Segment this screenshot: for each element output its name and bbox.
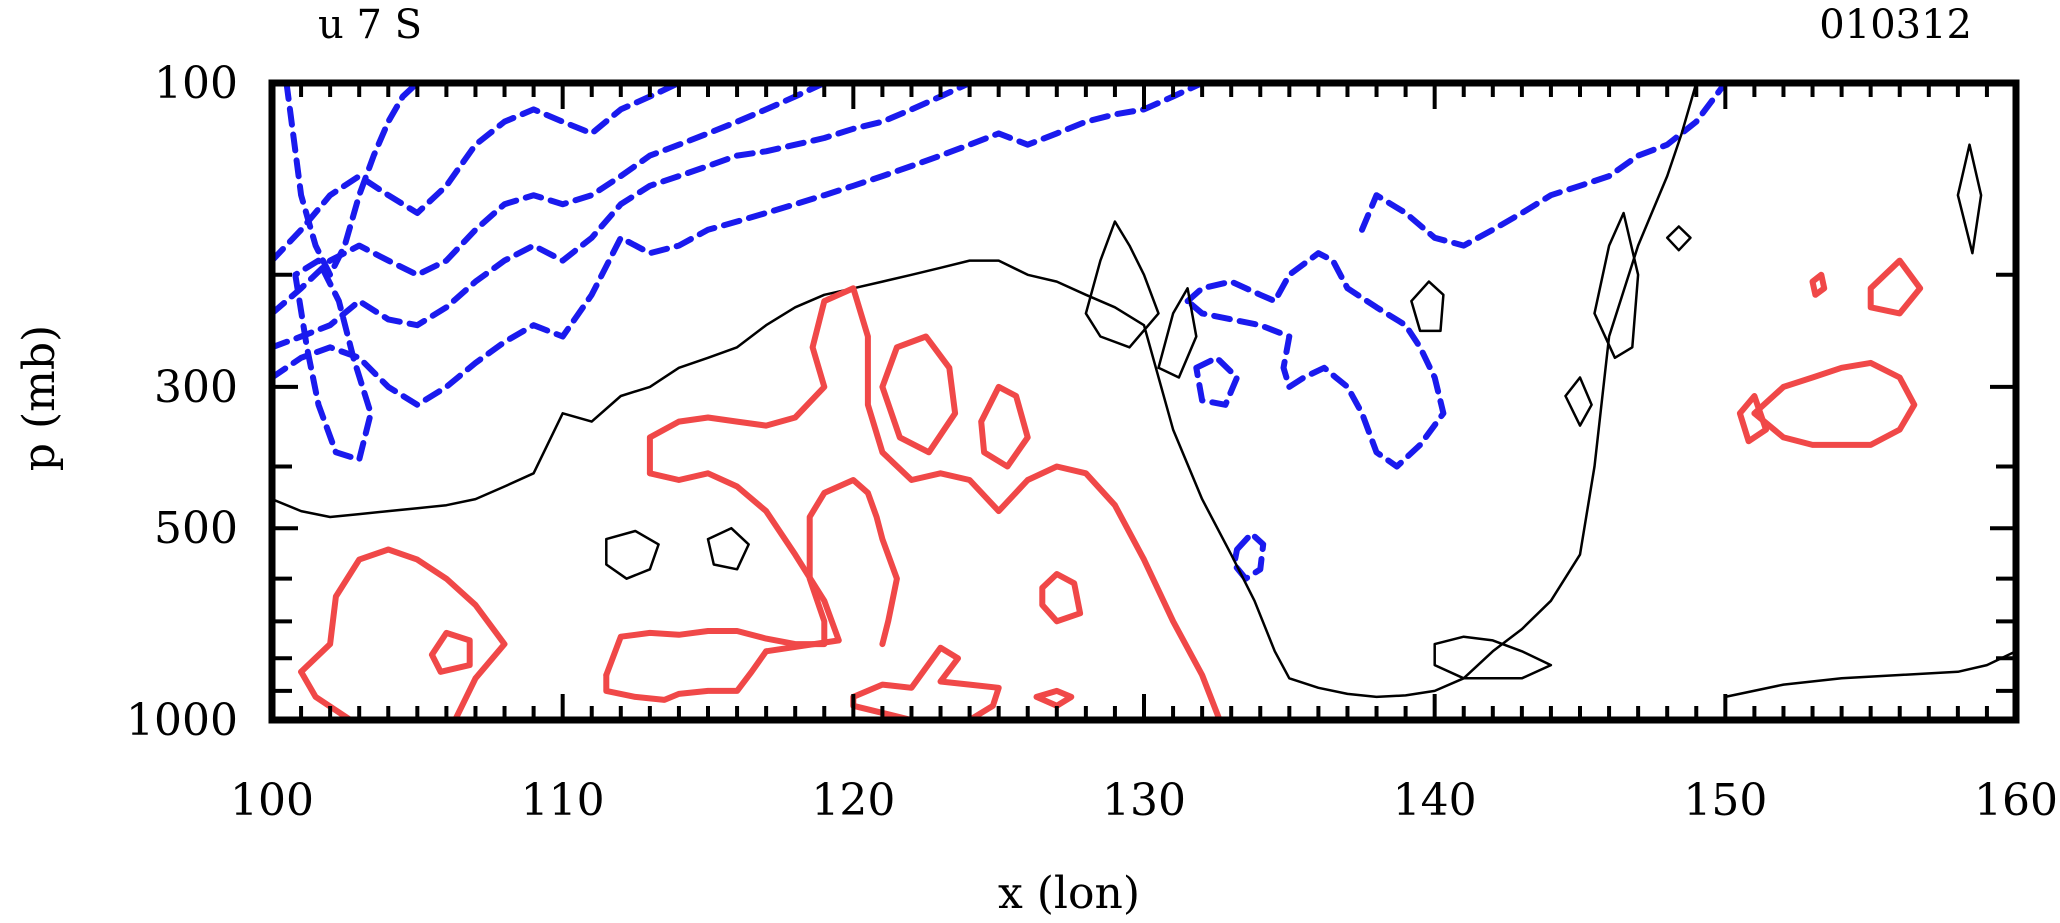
positive-contour-10 xyxy=(850,644,1002,720)
y-tick-label-100: 100 xyxy=(154,58,238,109)
y-tick-label-500: 500 xyxy=(154,503,238,554)
zero-contour-2 xyxy=(1084,220,1160,349)
zero-contour-11 xyxy=(1665,225,1692,252)
negative-contour-9 xyxy=(1193,354,1240,408)
x-tick-label-140: 140 xyxy=(1393,775,1477,826)
x-axis-label: x (lon) xyxy=(998,868,1140,919)
positive-contour-15 xyxy=(1867,257,1924,317)
zero-contour-5 xyxy=(706,526,750,571)
positive-contour-13 xyxy=(1751,359,1918,448)
x-tick-label-100: 100 xyxy=(230,775,314,826)
negative-contour-3 xyxy=(272,83,828,317)
zero-contour-7 xyxy=(1433,635,1553,680)
x-tick-label-160: 160 xyxy=(1974,775,2058,826)
positive-contour-6 xyxy=(646,285,1223,720)
x-tick-label-110: 110 xyxy=(521,775,605,826)
zero-contour-9 xyxy=(1564,376,1593,427)
positive-contour-11 xyxy=(1039,571,1084,625)
contour-lines xyxy=(272,83,2016,720)
date-label: 010312 xyxy=(1819,2,1972,48)
negative-contour-8 xyxy=(1359,83,1729,249)
x-tick-label-130: 130 xyxy=(1102,775,1186,826)
y-axis-label: p (mb) xyxy=(14,325,65,471)
negative-contour-10 xyxy=(1231,530,1267,582)
negative-contour-6 xyxy=(292,257,374,463)
zero-contour-6 xyxy=(1410,280,1445,333)
y-tick-label-1000: 1000 xyxy=(126,695,238,746)
positive-contour-5 xyxy=(603,648,770,703)
zero-contour-8 xyxy=(1593,211,1640,360)
positive-contour-14 xyxy=(1736,393,1769,445)
positive-contour-9 xyxy=(978,383,1031,470)
zero-contour-12 xyxy=(1724,650,2016,699)
positive-contour-3 xyxy=(428,629,473,675)
chart-title: u 7 S xyxy=(318,2,422,48)
zero-contour-10 xyxy=(1956,143,1983,255)
plot-frame xyxy=(268,79,2020,724)
x-tick-label-120: 120 xyxy=(811,775,895,826)
zero-contour-4 xyxy=(605,529,660,580)
x-tick-label-150: 150 xyxy=(1683,775,1767,826)
positive-contour-1 xyxy=(298,546,508,720)
positive-contour-8 xyxy=(879,333,959,456)
negative-contour-5 xyxy=(272,83,1206,408)
zero-contour-1 xyxy=(272,83,1698,699)
positive-contour-2 xyxy=(298,668,354,720)
positive-contour-16 xyxy=(1809,271,1828,298)
negative-contour-7 xyxy=(1184,250,1447,470)
zero-contour-3 xyxy=(1157,287,1198,379)
positive-contour-12 xyxy=(1033,687,1075,709)
positive-contour-4 xyxy=(603,477,900,678)
y-tick-label-300: 300 xyxy=(154,362,238,413)
negative-contour-4 xyxy=(272,83,973,351)
positive-contour-7 xyxy=(646,470,842,655)
axis-tick-labels: 100 110 120 130 140 150 160 100 300 500 1000 xyxy=(126,58,2058,826)
